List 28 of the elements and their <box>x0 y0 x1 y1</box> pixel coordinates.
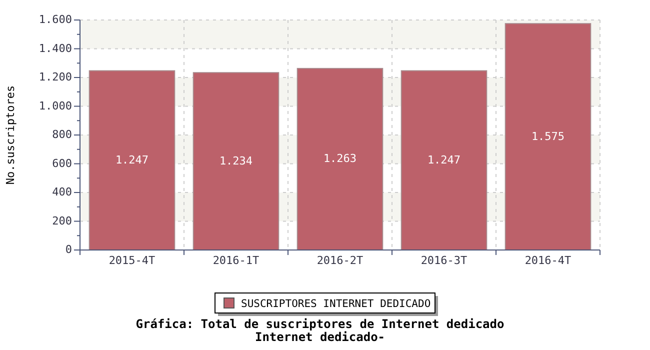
y-tick-label: 400 <box>52 186 72 199</box>
data-label: 1.263 <box>323 152 357 166</box>
y-tick-label: 1.600 <box>38 13 72 26</box>
y-axis-title: No.suscriptores <box>4 85 17 185</box>
data-label: 1.575 <box>531 130 565 143</box>
y-tick-label: 800 <box>52 128 72 142</box>
bar <box>504 23 592 250</box>
y-tick-label: 600 <box>52 156 72 170</box>
x-tick-label: 2016-3T <box>420 254 468 267</box>
data-label: 1.247 <box>427 153 461 166</box>
data-label: 1.247 <box>115 153 149 166</box>
x-tick-label: 2015-4T <box>108 254 156 267</box>
text: SUSCRIPTORES INTERNET DEDICADO <box>241 298 431 310</box>
y-tick-label: 200 <box>52 214 72 228</box>
text: Gráfica: Total de suscriptores de Internet dedicado <box>136 317 504 331</box>
y-tick-label: 1.000 <box>38 99 72 112</box>
y-tick-label: 0 <box>65 243 72 256</box>
y-tick-label: 1.400 <box>38 42 72 55</box>
x-tick-label: 2016-4T <box>524 254 572 267</box>
x-tick-label: 2016-1T <box>212 254 260 267</box>
data-label: 1.234 <box>219 154 253 168</box>
y-tick-label: 1.200 <box>38 70 72 84</box>
bar <box>296 68 384 250</box>
x-tick-label: 2016-2T <box>316 254 364 267</box>
bar <box>192 72 280 250</box>
bar <box>88 70 176 250</box>
text: Internet dedicado- <box>254 330 386 344</box>
bar <box>400 70 488 250</box>
